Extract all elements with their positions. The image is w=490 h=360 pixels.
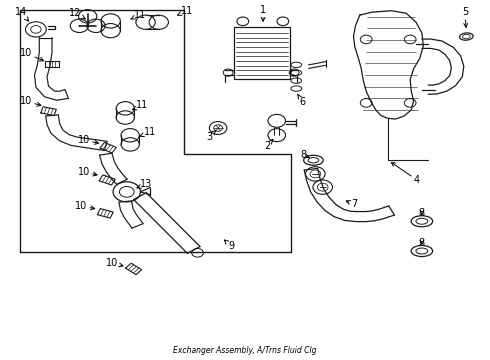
Text: 4: 4 <box>392 162 420 185</box>
Text: 9: 9 <box>224 240 234 251</box>
Text: 10: 10 <box>77 135 98 145</box>
Text: 6: 6 <box>297 94 306 107</box>
Text: 8: 8 <box>419 208 425 219</box>
Text: 10: 10 <box>77 167 97 177</box>
Text: 2: 2 <box>264 139 273 151</box>
Text: 11: 11 <box>178 6 194 16</box>
Text: 8: 8 <box>300 150 310 160</box>
Text: 7: 7 <box>346 199 358 210</box>
Bar <box>234 27 290 79</box>
Text: 10: 10 <box>75 201 95 211</box>
Text: 10: 10 <box>20 48 44 61</box>
Text: 11: 11 <box>133 100 148 111</box>
Text: Exchanger Assembly, A/Trns Fluid Clg: Exchanger Assembly, A/Trns Fluid Clg <box>173 346 317 355</box>
Text: 10: 10 <box>20 96 41 106</box>
Text: 5: 5 <box>462 7 468 27</box>
Text: 11: 11 <box>131 10 146 20</box>
Text: 3: 3 <box>206 131 216 142</box>
Text: 8: 8 <box>419 238 425 248</box>
Text: 11: 11 <box>140 127 156 137</box>
Text: 1: 1 <box>260 5 266 21</box>
Text: 10: 10 <box>106 258 123 268</box>
Text: 12: 12 <box>69 8 85 19</box>
Text: 14: 14 <box>15 7 28 21</box>
Text: 13: 13 <box>137 179 152 189</box>
